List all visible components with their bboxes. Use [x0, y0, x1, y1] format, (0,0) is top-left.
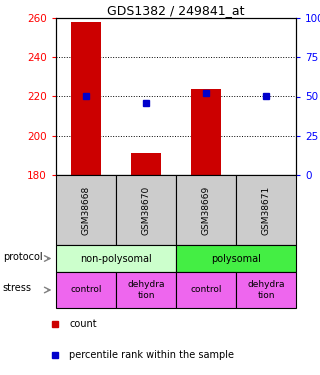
Text: control: control: [190, 285, 222, 294]
Text: GSM38669: GSM38669: [202, 185, 211, 235]
Text: non-polysomal: non-polysomal: [80, 254, 152, 264]
Bar: [176, 245, 296, 272]
Bar: [236, 175, 296, 245]
Text: dehydra
tion: dehydra tion: [127, 280, 165, 300]
Bar: [116, 272, 176, 308]
Text: GSM38671: GSM38671: [261, 185, 270, 235]
Text: polysomal: polysomal: [211, 254, 261, 264]
Bar: [236, 272, 296, 308]
Bar: [191, 88, 221, 175]
Text: GSM38670: GSM38670: [141, 185, 150, 235]
Bar: [176, 272, 236, 308]
Title: GDS1382 / 249841_at: GDS1382 / 249841_at: [107, 4, 245, 17]
Bar: [176, 175, 236, 245]
Text: stress: stress: [3, 283, 32, 293]
Text: percentile rank within the sample: percentile rank within the sample: [69, 350, 234, 360]
Bar: [71, 22, 101, 175]
Bar: [56, 245, 176, 272]
Text: count: count: [69, 319, 97, 329]
Text: control: control: [70, 285, 102, 294]
Bar: [56, 175, 116, 245]
Text: protocol: protocol: [3, 252, 43, 262]
Text: dehydra
tion: dehydra tion: [247, 280, 285, 300]
Bar: [116, 175, 176, 245]
Text: GSM38668: GSM38668: [82, 185, 91, 235]
Bar: [56, 272, 116, 308]
Bar: [131, 153, 161, 175]
